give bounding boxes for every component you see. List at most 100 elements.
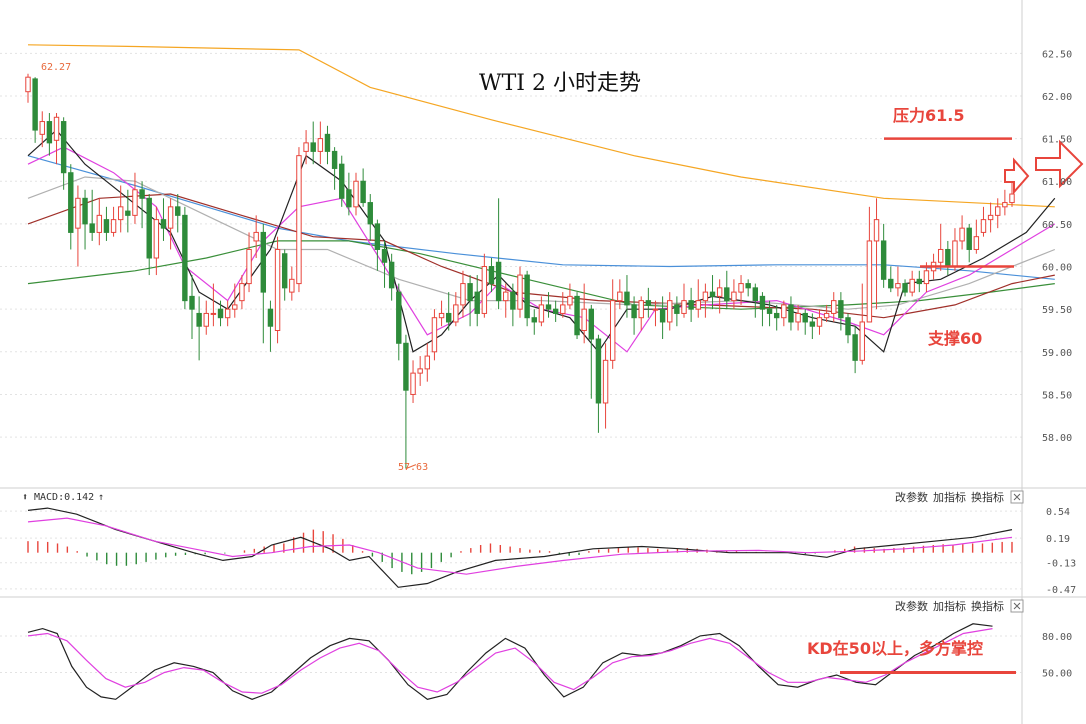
candle-body bbox=[667, 300, 673, 323]
candle bbox=[431, 309, 438, 361]
candle-body bbox=[681, 300, 687, 314]
candle bbox=[973, 219, 980, 254]
candle bbox=[866, 206, 873, 323]
kd-switch-indicator-button[interactable]: 换指标 bbox=[971, 599, 1004, 613]
candle-body bbox=[239, 283, 245, 302]
candle-body bbox=[25, 76, 31, 93]
candle bbox=[60, 117, 67, 190]
candle bbox=[317, 121, 324, 165]
candle bbox=[25, 73, 31, 103]
candle bbox=[267, 300, 274, 352]
candle bbox=[417, 356, 423, 386]
macd-switch-indicator-button[interactable]: 换指标 bbox=[971, 490, 1004, 504]
kd-params-button[interactable]: 改参数 bbox=[895, 599, 928, 613]
candle bbox=[224, 300, 231, 327]
candle-body bbox=[110, 219, 117, 233]
high-marker-label: 62.27 bbox=[41, 62, 71, 73]
candle-body bbox=[602, 359, 609, 404]
candle-body bbox=[324, 133, 331, 152]
candle-body bbox=[973, 236, 980, 250]
candle-body bbox=[139, 189, 145, 199]
macd-close-icon[interactable] bbox=[1010, 490, 1024, 504]
candle bbox=[253, 215, 259, 258]
kd-add-indicator-button[interactable]: 加指标 bbox=[933, 599, 966, 613]
candle-body bbox=[1009, 193, 1015, 204]
candle-body bbox=[388, 261, 395, 289]
candle bbox=[524, 270, 530, 327]
candle-body bbox=[638, 300, 644, 319]
macd-params-button[interactable]: 改参数 bbox=[895, 490, 928, 504]
candle-body bbox=[1002, 202, 1008, 208]
candle bbox=[773, 304, 780, 331]
candle bbox=[75, 185, 81, 267]
breakout-arrow-icon bbox=[1035, 139, 1084, 189]
macd-dea-line bbox=[27, 517, 1013, 575]
macd-value-label: MACD:0.142 bbox=[34, 492, 94, 503]
candle-body bbox=[517, 274, 523, 310]
candle-body bbox=[431, 317, 438, 353]
kd-panel: 80.00 50.00 bbox=[0, 623, 1072, 700]
candle bbox=[809, 313, 816, 340]
candle-body bbox=[781, 304, 787, 319]
candle-body bbox=[267, 308, 274, 327]
candle-body bbox=[923, 270, 930, 285]
candle-body bbox=[75, 197, 81, 229]
candle-body bbox=[274, 248, 281, 331]
kd-close-icon[interactable] bbox=[1010, 599, 1024, 613]
candle-body bbox=[937, 248, 944, 263]
candle bbox=[816, 309, 823, 335]
candle-body bbox=[581, 308, 587, 331]
candle bbox=[531, 309, 537, 335]
candle bbox=[724, 270, 730, 310]
candle-body bbox=[117, 206, 124, 221]
macd-arrow-icon[interactable]: ⬆ bbox=[22, 492, 28, 503]
candle bbox=[909, 270, 915, 297]
candle-body bbox=[738, 283, 744, 293]
candle-body bbox=[160, 219, 167, 229]
candle bbox=[517, 266, 523, 318]
kd-annotation-label: KD在50以上，多方掌控 bbox=[807, 639, 983, 658]
support-label: 支撑60 bbox=[927, 329, 982, 348]
candle bbox=[937, 223, 944, 271]
candle-body bbox=[396, 291, 402, 344]
candle-body bbox=[709, 291, 716, 297]
candle-body bbox=[68, 172, 74, 233]
macd-axis-tick: 0.54 bbox=[1046, 507, 1070, 518]
macd-axis-tick: -0.13 bbox=[1046, 559, 1076, 570]
macd-add-indicator-button[interactable]: 加指标 bbox=[933, 490, 966, 504]
candle bbox=[424, 343, 431, 382]
candle bbox=[460, 270, 466, 318]
price-axis-tick: 58.00 bbox=[1042, 433, 1072, 444]
candle bbox=[538, 296, 545, 327]
candle-body bbox=[46, 121, 53, 144]
candle bbox=[781, 300, 787, 327]
candle bbox=[1002, 189, 1008, 216]
candle-body bbox=[217, 308, 224, 319]
candle-body bbox=[132, 189, 138, 216]
candle bbox=[68, 164, 74, 250]
candle bbox=[503, 283, 509, 318]
candle-body bbox=[153, 219, 160, 259]
price-axis-tick: 62.50 bbox=[1042, 49, 1072, 60]
candle-body bbox=[331, 150, 338, 169]
candle-body bbox=[987, 214, 994, 221]
candle-body bbox=[773, 312, 780, 319]
candle bbox=[374, 219, 381, 271]
candle bbox=[588, 304, 595, 399]
candle bbox=[488, 258, 495, 293]
candle-body bbox=[831, 300, 837, 314]
candle bbox=[274, 236, 281, 344]
candle-body bbox=[888, 278, 894, 289]
candle bbox=[346, 172, 352, 216]
candle bbox=[510, 283, 516, 327]
candle-body bbox=[445, 312, 452, 323]
candle-body bbox=[866, 240, 873, 323]
candle-body bbox=[567, 295, 573, 306]
candle-body bbox=[339, 163, 345, 199]
breakout-arrow-icon bbox=[1004, 157, 1030, 195]
candle-body bbox=[995, 206, 1001, 216]
candle-body bbox=[802, 312, 808, 323]
candle bbox=[289, 266, 295, 301]
candle-body bbox=[617, 291, 623, 302]
candle-body bbox=[167, 206, 174, 229]
